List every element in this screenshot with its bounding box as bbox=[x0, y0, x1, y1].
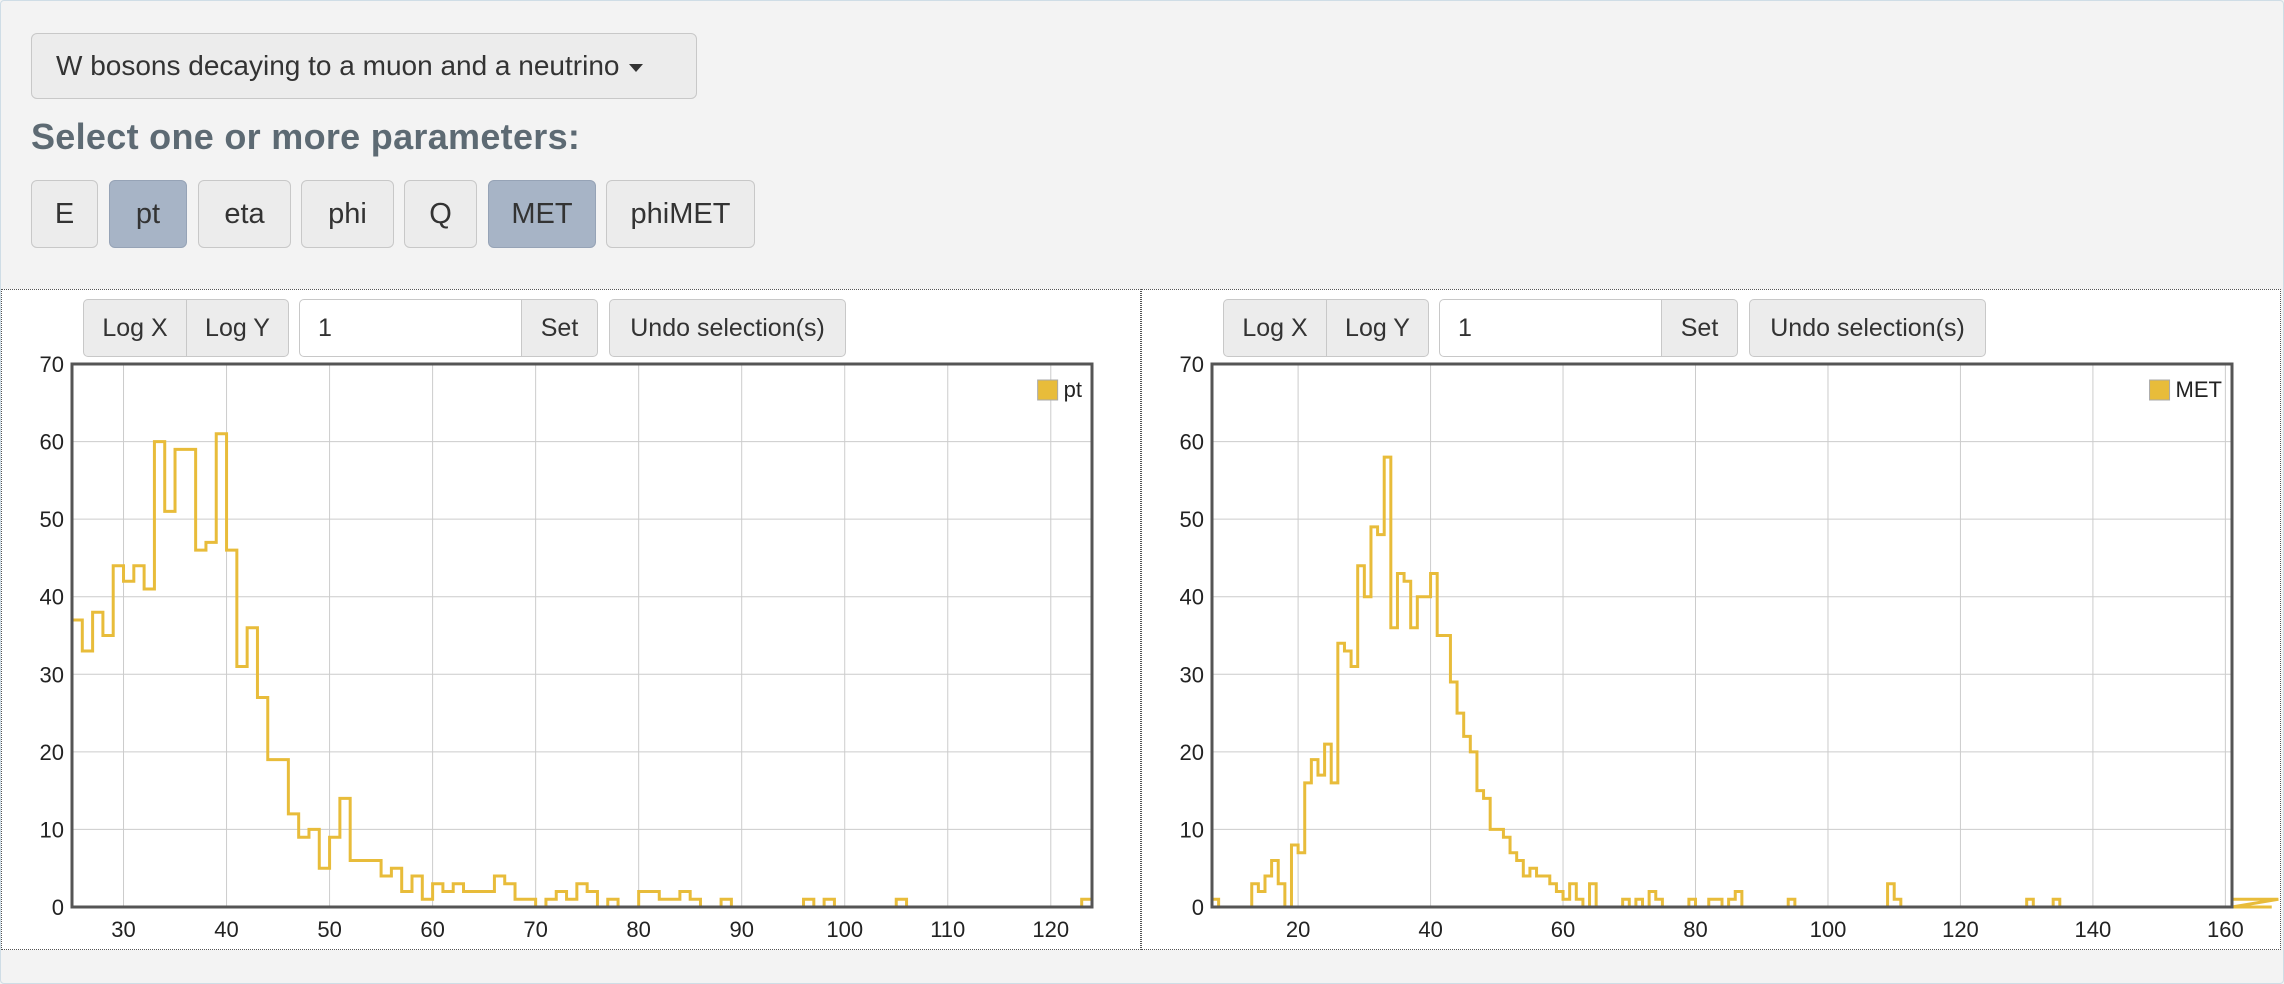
legend-swatch bbox=[2149, 379, 2171, 401]
legend-swatch bbox=[1037, 379, 1059, 401]
param-button-pt[interactable]: pt bbox=[109, 180, 187, 248]
param-button-Q[interactable]: Q bbox=[404, 180, 477, 248]
plot-frame bbox=[1210, 362, 2234, 909]
histogram-panel-pt: Log X Log Y Set Undo selection(s) 0 10 20 3… bbox=[1, 289, 1141, 950]
log-x-button[interactable]: Log X bbox=[83, 299, 187, 357]
param-button-eta[interactable]: eta bbox=[198, 180, 291, 248]
x-tick-label: 40 bbox=[1418, 917, 1442, 942]
x-tick-label: 50 bbox=[317, 917, 341, 942]
undo-selection-button[interactable]: Undo selection(s) bbox=[609, 299, 846, 357]
y-tick-label: 70 bbox=[1180, 352, 1204, 377]
log-y-button[interactable]: Log Y bbox=[1326, 299, 1429, 357]
x-tick-label: 120 bbox=[1032, 917, 1069, 942]
param-button-phi[interactable]: phi bbox=[301, 180, 394, 248]
y-tick-label: 40 bbox=[1180, 585, 1204, 610]
dataset-label: W bosons decaying to a muon and a neutri… bbox=[56, 50, 620, 81]
y-tick-label: 30 bbox=[1180, 662, 1204, 687]
y-tick-label: 50 bbox=[40, 507, 64, 532]
x-tick-label: 120 bbox=[1942, 917, 1979, 942]
undo-selection-button[interactable]: Undo selection(s) bbox=[1749, 299, 1986, 357]
x-tick-label: 80 bbox=[626, 917, 650, 942]
x-tick-label: 20 bbox=[1286, 917, 1310, 942]
y-tick-label: 40 bbox=[40, 585, 64, 610]
y-tick-label: 20 bbox=[40, 740, 64, 765]
x-tick-label: 70 bbox=[523, 917, 547, 942]
y-tick-label: 0 bbox=[52, 895, 64, 920]
param-button-phiMET[interactable]: phiMET bbox=[606, 180, 755, 248]
bin-width-input[interactable] bbox=[299, 299, 522, 357]
x-tick-label: 40 bbox=[214, 917, 238, 942]
param-button-MET[interactable]: MET bbox=[488, 180, 596, 248]
set-button[interactable]: Set bbox=[1661, 299, 1738, 357]
x-tick-label: 60 bbox=[1551, 917, 1575, 942]
y-tick-label: 60 bbox=[40, 430, 64, 455]
legend-label: MET bbox=[2176, 377, 2222, 402]
x-tick-label: 80 bbox=[1683, 917, 1707, 942]
histogram-chart-pt[interactable]: 0 10 20 30 40 50 60 70 30 40 50 60 70 80 90 100 110 120 pt bbox=[2, 290, 1140, 949]
histogram-chart-met[interactable]: 0 10 20 30 40 50 60 70 20 40 60 80 100 120 140 160 MET bbox=[1142, 290, 2280, 949]
param-button-E[interactable]: E bbox=[31, 180, 98, 248]
legend-label: pt bbox=[1064, 377, 1082, 402]
y-tick-label: 0 bbox=[1192, 895, 1204, 920]
y-tick-label: 10 bbox=[1180, 817, 1204, 842]
x-tick-label: 140 bbox=[2075, 917, 2112, 942]
x-tick-label: 90 bbox=[729, 917, 753, 942]
pt-histogram-series bbox=[72, 432, 1092, 909]
x-tick-label: 100 bbox=[1810, 917, 1847, 942]
plot-frame bbox=[70, 362, 1094, 909]
y-tick-label: 60 bbox=[1180, 430, 1204, 455]
y-tick-label: 70 bbox=[40, 352, 64, 377]
y-tick-label: 20 bbox=[1180, 740, 1204, 765]
y-tick-label: 30 bbox=[40, 662, 64, 687]
dataset-dropdown[interactable]: W bosons decaying to a muon and a neutri… bbox=[31, 33, 697, 99]
x-tick-label: 100 bbox=[826, 917, 863, 942]
x-tick-label: 110 bbox=[930, 917, 965, 942]
caret-down-icon bbox=[629, 64, 644, 72]
met-histogram-series bbox=[1212, 455, 2279, 909]
histogram-panel-met: Log X Log Y Set Undo selection(s) 0 10 20 3… bbox=[1141, 289, 2281, 950]
params-heading: Select one or more parameters: bbox=[31, 116, 581, 157]
x-tick-label: 160 bbox=[2207, 917, 2244, 942]
log-y-button[interactable]: Log Y bbox=[186, 299, 289, 357]
log-x-button[interactable]: Log X bbox=[1223, 299, 1327, 357]
set-button[interactable]: Set bbox=[521, 299, 598, 357]
x-tick-label: 30 bbox=[111, 917, 135, 942]
bin-width-input[interactable] bbox=[1439, 299, 1662, 357]
x-tick-label: 60 bbox=[420, 917, 444, 942]
y-tick-label: 50 bbox=[1180, 507, 1204, 532]
y-tick-label: 10 bbox=[40, 817, 64, 842]
